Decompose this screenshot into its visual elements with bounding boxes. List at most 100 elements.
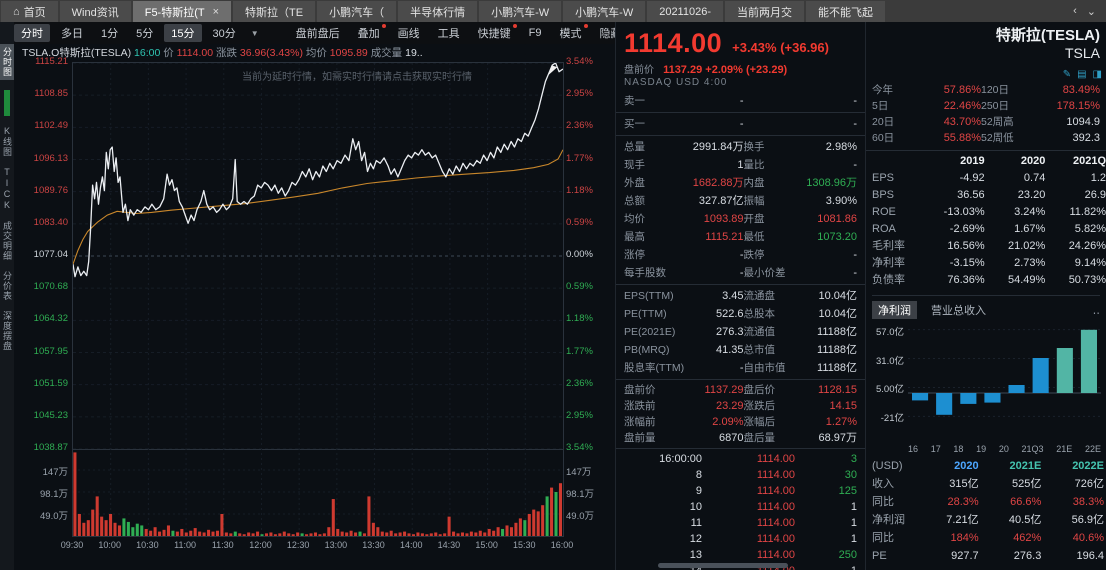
panel-icon[interactable]: ◨ (1092, 69, 1102, 80)
row-label: PE(2021E) (624, 326, 676, 338)
cell: 36.56 (957, 189, 985, 201)
row-label (744, 115, 802, 133)
window-tab-6[interactable]: 小鹏汽车-W (479, 1, 562, 22)
sidebar-item-成交明细[interactable]: 成交明细 (2, 221, 12, 261)
volume-plot[interactable] (73, 448, 563, 536)
pct-axis-label: 0.00% (566, 249, 593, 260)
row-label: 流通盘 (743, 290, 776, 302)
estimates-header: (USD) 2020 2021E 2022E (866, 457, 1106, 475)
toolbar-period-多日[interactable]: 多日 (61, 28, 83, 40)
row-value: 1094.9 (1066, 116, 1100, 128)
cell: 40.5亿 (1008, 514, 1042, 526)
toolbar-F9[interactable]: F9 (528, 27, 542, 39)
toolbar-period-分时[interactable]: 分时 (14, 24, 50, 42)
toolbar-叠加[interactable]: 叠加 (351, 24, 387, 42)
net-profit-chart[interactable]: 57.0亿 31.0亿 5.00亿 -21亿 (866, 323, 1106, 443)
toolbar-period-1分[interactable]: 1分 (101, 28, 119, 40)
toolbar-盘前盘后[interactable]: 盘前盘后 (295, 28, 340, 40)
row-label: 250日 (981, 100, 1010, 112)
more-icon[interactable]: ‥ (1092, 304, 1100, 317)
quote-row: PB(MRQ) 41.35 总市值 11188亿 (616, 341, 865, 359)
cell: 7.21亿 (946, 514, 979, 526)
row-label: 总市值 (743, 344, 776, 356)
window-tab-9[interactable]: 当前两月交 (725, 1, 804, 22)
row-value: 2.09% (712, 416, 744, 428)
toolbar-period-5分[interactable]: 5分 (136, 28, 154, 40)
tick-time: 11 (690, 517, 702, 529)
row-value: 392.3 (1072, 132, 1100, 144)
return-row: 20日 43.70% 52周高 1094.9 (866, 114, 1106, 130)
price-plot[interactable] (72, 62, 564, 450)
stock-name: 特斯拉(TESLA) (995, 27, 1100, 44)
tick-list[interactable]: 16:00:00 1114.00 3 8 1114.00 30 9 1114.00 125 10 1… (616, 451, 865, 570)
window-tab-2[interactable]: F5-特斯拉(T × (132, 1, 232, 22)
cell: 462% (1013, 532, 1042, 544)
cell: 50.73% (1068, 274, 1106, 286)
row-value: 1081.86 (817, 213, 857, 225)
chevron-down-icon[interactable]: ⌄ (1086, 5, 1096, 18)
row-value: 3.45 (722, 290, 744, 302)
tick-size: 250 (838, 549, 857, 561)
sidebar-item-深度摆盘[interactable]: 深度摆盘 (2, 311, 12, 351)
sidebar-item-分价表[interactable]: 分价表 (2, 271, 12, 301)
book-icon[interactable]: ▤ (1077, 69, 1087, 80)
row-value: 23.29 (715, 400, 744, 412)
toolbar-period-15分[interactable]: 15分 (164, 24, 202, 42)
pencil-icon[interactable]: ✎ (1062, 69, 1072, 80)
row-value: 1137.29 (704, 384, 744, 396)
window-tab-5[interactable]: 半导体行情 (398, 1, 478, 22)
toolbar-工具[interactable]: 工具 (437, 28, 460, 40)
profit-tab-净利润[interactable]: 净利润 (872, 301, 917, 319)
quote-row: 每手股数 - 最小价差 - (616, 264, 865, 282)
window-tab-1[interactable]: Wind资讯 (59, 1, 131, 22)
row-label: 换手 (743, 141, 765, 153)
profit-x-label: 22E (1084, 444, 1101, 454)
chevron-down-icon[interactable]: ▼ (250, 28, 259, 38)
row-value: 11188亿 (817, 326, 857, 338)
row-value: 1308.96万 (806, 177, 857, 189)
quote-row: PE(TTM) 522.6 总股本 10.04亿 (616, 305, 865, 323)
window-tab-4[interactable]: 小鹏汽车（ (317, 1, 397, 22)
volume-pane[interactable] (72, 448, 564, 537)
sidebar-item-K线图[interactable]: K线图 (2, 126, 12, 157)
prepost-row: 涨幅前 2.09% 涨幅后 1.27% (616, 414, 865, 430)
stock-ticker: TSLA (1064, 45, 1100, 61)
profit-y-label: -21亿 (880, 413, 904, 425)
toolbar-模式[interactable]: 模式 (553, 24, 589, 42)
profit-tab-营业总收入[interactable]: 营业总收入 (931, 305, 986, 317)
toolbar-快捷键[interactable]: 快捷键 (471, 24, 518, 42)
price-pane[interactable] (72, 62, 564, 450)
window-tab-3[interactable]: 特斯拉（TE (233, 1, 316, 22)
window-tab-0[interactable]: ⌂ 首页 (1, 1, 58, 22)
row-value: 1 (737, 159, 744, 171)
profit-y-label: 31.0亿 (876, 355, 904, 367)
row-value: 68.97万 (818, 432, 857, 444)
toolbar-画线[interactable]: 画线 (397, 28, 420, 40)
volume-axis-label: 49.0万 (566, 511, 594, 522)
toolbar-period-30分[interactable]: 30分 (212, 28, 236, 40)
tick-price: 1114.00 (756, 549, 795, 561)
scrollbar-thumb[interactable] (658, 563, 788, 568)
prepost-row: 涨跌前 23.29 涨跌后 14.15 (616, 398, 865, 414)
cell: 54.49% (1008, 274, 1046, 286)
cell: 净利率 (872, 257, 905, 269)
scroll-left-icon[interactable]: ‹ (1073, 5, 1077, 17)
pct-axis-label: 3.54% (566, 442, 593, 453)
profit-y-label: 5.00亿 (876, 384, 904, 396)
window-tab-8[interactable]: 20211026- (647, 1, 723, 22)
time-axis-label: 16:00 (550, 540, 574, 550)
left-sidebar: 分时图 K线图 TICK 成交明细分价表深度摆盘 (0, 22, 14, 570)
window-tab-7[interactable]: 小鹏汽车-W (563, 1, 646, 22)
return-row: 5日 22.46% 250日 178.15% (866, 98, 1106, 114)
row-value: 22.46% (943, 100, 981, 112)
sidebar-item-分时图[interactable]: 分时图 (0, 44, 14, 80)
sidebar-item-TICK[interactable]: TICK (2, 167, 12, 211)
window-tab-10[interactable]: 能不能飞起 (806, 1, 885, 22)
cell: 16.56% (947, 240, 985, 252)
pct-axis-label: 2.36% (566, 377, 593, 389)
cell: 40.6% (1072, 532, 1104, 544)
close-icon[interactable]: × (212, 5, 220, 18)
tab-scroll-controls: ‹ ⌄ (1063, 0, 1106, 22)
tick-row: 11 1114.00 1 (616, 515, 865, 531)
